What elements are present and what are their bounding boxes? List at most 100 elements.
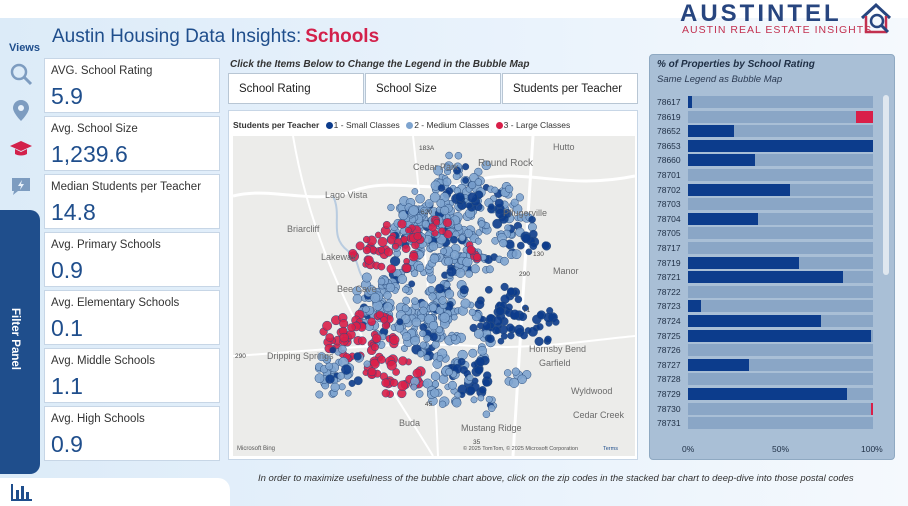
bar-row[interactable]: 78721 xyxy=(650,270,890,285)
map-bubble[interactable] xyxy=(317,352,327,362)
bar-segment-small[interactable] xyxy=(688,300,701,313)
bar-row[interactable]: 78704 xyxy=(650,212,890,227)
map-bubble[interactable] xyxy=(527,326,538,337)
map-bubble[interactable] xyxy=(470,396,478,404)
map-bubble[interactable] xyxy=(437,184,446,192)
map-bubble[interactable] xyxy=(345,390,352,397)
bar-segment-small[interactable] xyxy=(688,256,799,269)
map-bubble[interactable] xyxy=(337,372,345,380)
map-bubble[interactable] xyxy=(482,378,491,387)
bar-row[interactable]: 78617 xyxy=(650,95,890,110)
zip-label[interactable]: 78721 xyxy=(657,272,681,283)
map-bubble[interactable] xyxy=(506,287,516,296)
map-bubble[interactable] xyxy=(398,356,408,366)
map-bubble[interactable] xyxy=(462,256,473,268)
bar-segment-medium[interactable] xyxy=(688,315,873,327)
map-bubble[interactable] xyxy=(442,177,452,187)
bar-segment-medium[interactable] xyxy=(688,402,873,415)
map-bubble[interactable] xyxy=(443,281,451,289)
map-bubble[interactable] xyxy=(353,352,362,361)
map-bubble[interactable] xyxy=(505,323,515,332)
map-bubble[interactable] xyxy=(389,378,399,387)
bar-chart-scrollbar[interactable] xyxy=(883,95,889,275)
map-bubble[interactable] xyxy=(491,186,499,194)
map-bubble[interactable] xyxy=(454,391,462,399)
zip-label[interactable]: 78702 xyxy=(657,184,681,195)
bar-segment-medium[interactable] xyxy=(688,388,873,400)
map-bubble[interactable] xyxy=(455,268,466,278)
map-bubble[interactable] xyxy=(338,383,346,391)
map-bubble[interactable] xyxy=(362,235,371,244)
map-bubble[interactable] xyxy=(475,356,486,367)
legend-item[interactable]: 3 - Large Classes xyxy=(503,120,571,130)
bar-segment-small[interactable] xyxy=(688,358,750,371)
school-size-button[interactable]: School Size xyxy=(365,73,501,104)
map-bubble[interactable] xyxy=(529,242,538,250)
map-bubble[interactable] xyxy=(392,368,400,376)
bar-segment-medium[interactable] xyxy=(688,285,873,298)
map-bubble[interactable] xyxy=(408,205,419,216)
map-bubble[interactable] xyxy=(383,291,392,300)
map-bubble[interactable] xyxy=(495,208,506,219)
bar-chart-icon[interactable] xyxy=(10,482,34,502)
map-bubble[interactable] xyxy=(370,292,381,303)
map-bubble[interactable] xyxy=(507,332,515,340)
map-bubble[interactable] xyxy=(371,343,379,352)
zip-label[interactable]: 78719 xyxy=(657,257,681,268)
map-bubble[interactable] xyxy=(347,323,356,332)
map-bubble[interactable] xyxy=(423,354,431,362)
map-bubble[interactable] xyxy=(465,270,473,278)
map-bubble[interactable] xyxy=(397,219,407,229)
map-bubble[interactable] xyxy=(429,192,441,203)
map-bubble[interactable] xyxy=(387,203,395,212)
map-bubble[interactable] xyxy=(466,374,474,382)
map-bubble[interactable] xyxy=(372,333,382,343)
map-bubble[interactable] xyxy=(473,253,482,262)
map-bubble[interactable] xyxy=(352,294,363,304)
bubble-map[interactable]: Cedar Park Round Rock Hutto Lago Vista P… xyxy=(233,136,635,456)
map-bubble[interactable] xyxy=(443,229,453,239)
bar-row[interactable]: 78717 xyxy=(650,241,890,256)
map-bubble[interactable] xyxy=(408,280,416,288)
map-bubble[interactable] xyxy=(467,192,478,203)
map-bubble[interactable] xyxy=(457,357,466,366)
map-bubble[interactable] xyxy=(386,264,397,274)
bar-segment-large[interactable] xyxy=(871,402,873,415)
map-bubble[interactable] xyxy=(429,253,440,264)
bar-segment-medium[interactable] xyxy=(688,227,873,240)
bar-segment-large[interactable] xyxy=(856,110,873,123)
map-bubble[interactable] xyxy=(492,326,501,335)
map-bubble[interactable] xyxy=(410,383,418,391)
map-bubble[interactable] xyxy=(423,334,431,343)
map-bubble[interactable] xyxy=(445,368,453,376)
map-bubble[interactable] xyxy=(503,369,512,377)
map-bubble[interactable] xyxy=(420,206,429,216)
bar-row[interactable]: 78652 xyxy=(650,124,890,139)
map-bubble[interactable] xyxy=(459,285,469,295)
map-bubble[interactable] xyxy=(477,345,488,356)
zip-label[interactable]: 78652 xyxy=(657,126,681,137)
map-bubble[interactable] xyxy=(429,332,438,342)
zip-label[interactable]: 78729 xyxy=(657,389,681,399)
map-bubble[interactable] xyxy=(428,292,437,301)
bar-row[interactable]: 78653 xyxy=(650,139,890,154)
bar-row[interactable]: 78724 xyxy=(650,314,890,329)
map-bubble[interactable] xyxy=(451,313,458,321)
zip-label[interactable]: 78660 xyxy=(657,155,681,166)
map-bubble[interactable] xyxy=(329,346,337,354)
map-bubble[interactable] xyxy=(377,355,386,364)
map-bubble[interactable] xyxy=(499,239,508,248)
bar-segment-medium[interactable] xyxy=(688,198,873,211)
map-bubble[interactable] xyxy=(450,250,460,260)
map-bubble[interactable] xyxy=(482,410,491,419)
bar-row[interactable]: 78725 xyxy=(650,329,890,344)
map-bubble[interactable] xyxy=(367,367,377,377)
map-bubble[interactable] xyxy=(438,296,447,305)
map-bubble[interactable] xyxy=(521,233,532,244)
legend-item[interactable]: 2 - Medium Classes xyxy=(414,120,490,130)
map-bubble[interactable] xyxy=(473,329,484,339)
map-bubble[interactable] xyxy=(428,241,439,251)
map-bubble[interactable] xyxy=(339,332,349,343)
zip-label[interactable]: 78724 xyxy=(657,316,681,326)
map-bubble[interactable] xyxy=(430,388,440,398)
